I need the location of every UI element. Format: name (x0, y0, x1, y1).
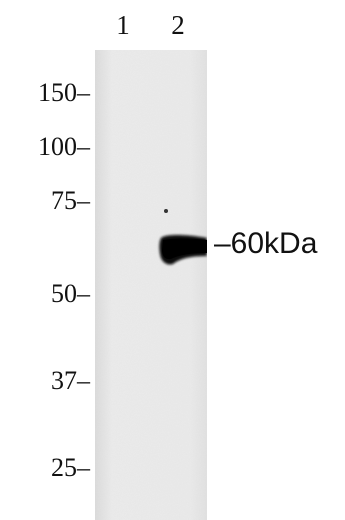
band-size-label: –60kDa (214, 227, 318, 260)
marker-25: 25– (51, 453, 90, 482)
blot-speck (164, 209, 168, 213)
marker-150: 150– (38, 78, 90, 107)
marker-75: 75– (51, 186, 90, 215)
lane-1-label: 1 (116, 10, 130, 40)
lane-2-label: 2 (171, 10, 185, 40)
blot-membrane-graphic (95, 50, 207, 520)
blot-membrane (95, 50, 207, 520)
marker-100: 100– (38, 132, 90, 161)
marker-37: 37– (51, 366, 90, 395)
marker-50: 50– (51, 279, 90, 308)
